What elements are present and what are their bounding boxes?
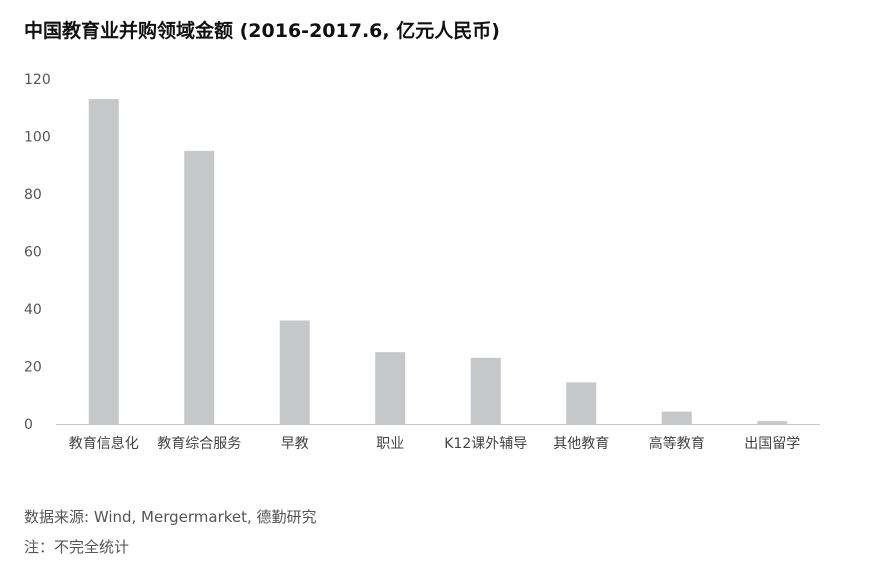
bar [279,320,310,424]
bar [661,411,692,424]
bar [184,150,215,424]
bar [88,99,119,424]
bar [375,352,406,424]
y-tick-label: 80 [24,187,42,203]
x-tick-label: 早教 [281,436,309,452]
chart-title: 中国教育业并购领域金额 (2016-2017.6, 亿元人民币) [24,20,500,42]
x-tick-label: 高等教育 [649,435,705,452]
x-tick-label: 其他教育 [553,436,609,452]
bar [757,421,788,424]
y-tick-label: 100 [24,130,51,146]
footnote: 注：不完全统计 [24,538,130,556]
x-tick-label: K12课外辅导 [444,436,527,452]
x-tick-label: 出国留学 [744,436,800,452]
bar [566,382,597,424]
y-tick-label: 120 [24,72,51,88]
source-note: 数据来源: Wind, Mergermarket, 德勤研究 [24,508,317,526]
y-tick-label: 20 [24,360,42,376]
bar-chart: 0 20 40 60 80 100 120 教育信息化 教育综合服务 早教 职业 K12课外辅导 其他教… [24,72,820,452]
y-tick-label: 40 [24,302,42,318]
x-tick-label: 职业 [376,436,404,452]
bar [470,357,501,424]
x-tick-label: 教育信息化 [69,435,139,452]
y-tick-label: 0 [24,417,33,433]
y-tick-label: 60 [24,245,42,261]
x-tick-label: 教育综合服务 [157,436,241,452]
